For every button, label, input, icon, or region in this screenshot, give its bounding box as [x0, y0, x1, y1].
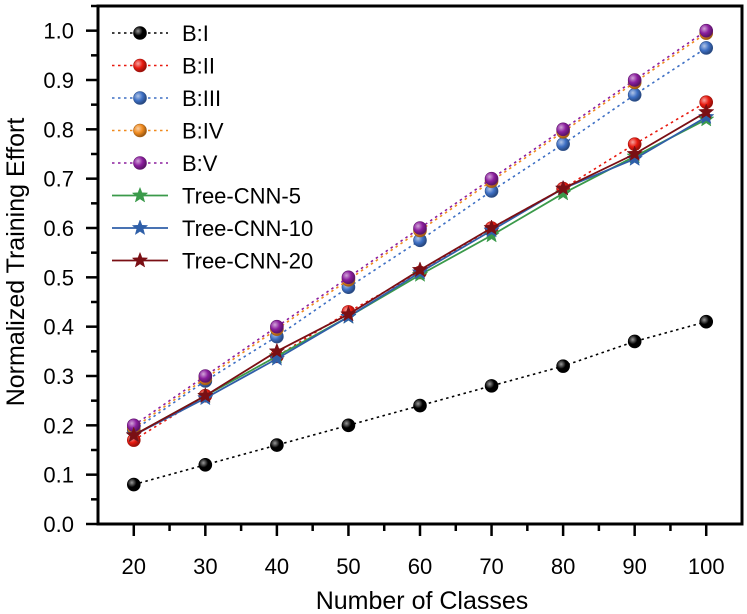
legend-marker — [133, 91, 147, 105]
legend-item-b-i: B:I — [112, 21, 209, 46]
legend-marker — [133, 156, 147, 170]
y-tick-label: 0.0 — [43, 512, 74, 537]
y-tick-label: 0.2 — [43, 413, 74, 438]
x-axis-title: Number of Classes — [316, 587, 529, 614]
y-tick-label: 0.1 — [43, 463, 74, 488]
y-tick-label: 1.0 — [43, 19, 74, 44]
y-axis: 0.0 0.1 0.2 0.3 0.4 0.5 0.6 0.7 0.8 0.9 1.0 — [43, 4, 98, 537]
legend-label: B:I — [182, 21, 209, 46]
data-point — [699, 41, 714, 55]
legend-label: Tree-CNN-5 — [182, 184, 301, 209]
data-point — [554, 179, 572, 196]
legend-marker — [133, 58, 147, 73]
data-point — [125, 426, 143, 443]
x-tick-label: 40 — [265, 554, 289, 579]
data-point — [341, 418, 356, 433]
y-tick-label: 0.9 — [43, 68, 74, 93]
data-point — [126, 477, 141, 492]
legend-label: B:V — [182, 151, 218, 176]
series-line — [133, 32, 707, 429]
data-point — [699, 314, 714, 329]
series-b-i — [126, 314, 714, 492]
legend-item-b-iv: B:IV — [112, 119, 224, 144]
x-axis: 20 30 40 50 60 70 80 90 100 — [122, 524, 725, 579]
legend-label: Tree-CNN-10 — [182, 216, 313, 241]
y-tick-label: 0.6 — [43, 216, 74, 241]
series-line — [133, 30, 707, 426]
legend: B:I B:II B:III B:IV B:V Tree-CNN-5 Tree-CNN-10… — [112, 21, 313, 274]
legend-marker — [131, 251, 149, 268]
data-point — [270, 438, 284, 452]
legend-item-b-iii: B:III — [112, 86, 221, 111]
data-point — [484, 171, 499, 186]
x-tick-label: 80 — [551, 554, 575, 579]
y-tick-label: 0.5 — [43, 265, 74, 290]
legend-label: B:III — [182, 86, 221, 111]
legend-marker — [133, 123, 147, 138]
legend-item-tree-cnn-5: Tree-CNN-5 — [112, 184, 301, 209]
series-layer — [125, 23, 715, 492]
data-point — [697, 103, 715, 120]
y-tick-label: 0.3 — [43, 364, 74, 389]
y-tick-label: 0.4 — [43, 315, 74, 340]
legend-item-tree-cnn-20: Tree-CNN-20 — [112, 249, 313, 274]
data-point — [411, 261, 429, 277]
data-point — [198, 369, 213, 383]
data-point — [197, 387, 214, 403]
x-tick-label: 50 — [336, 554, 360, 579]
data-point — [556, 359, 570, 373]
legend-marker — [131, 186, 149, 203]
x-tick-label: 100 — [688, 554, 725, 579]
data-point — [484, 379, 499, 393]
legend-item-b-v: B:V — [112, 151, 218, 176]
x-tick-label: 60 — [408, 554, 432, 579]
x-tick-label: 70 — [479, 554, 503, 579]
data-point — [627, 88, 642, 102]
data-point — [340, 305, 357, 322]
data-point — [268, 342, 286, 359]
x-tick-label: 90 — [622, 554, 646, 579]
legend-marker — [133, 26, 147, 40]
data-point — [627, 334, 642, 349]
legend-item-b-ii: B:II — [112, 54, 215, 79]
y-tick-label: 0.8 — [43, 117, 74, 142]
legend-marker — [131, 219, 149, 236]
data-point — [270, 319, 284, 334]
legend-label: Tree-CNN-20 — [182, 249, 313, 274]
series-tree-cnn-20 — [125, 103, 715, 443]
data-point — [198, 457, 213, 472]
legend-label: B:II — [182, 54, 215, 79]
data-point — [483, 219, 500, 236]
y-axis-title: Normalized Training Effort — [2, 118, 30, 407]
x-tick-label: 20 — [122, 554, 146, 579]
data-point — [413, 221, 427, 235]
data-point — [556, 122, 570, 137]
x-tick-label: 30 — [193, 554, 217, 579]
data-point — [556, 137, 570, 151]
data-point — [627, 73, 642, 87]
data-point — [699, 23, 714, 38]
legend-item-tree-cnn-10: Tree-CNN-10 — [112, 216, 313, 241]
data-point — [268, 350, 286, 366]
series-b-v — [126, 23, 714, 433]
data-point — [341, 270, 356, 285]
legend-label: B:IV — [182, 119, 224, 144]
data-point — [626, 145, 643, 162]
y-tick-label: 0.7 — [43, 167, 74, 192]
data-point — [413, 398, 427, 413]
